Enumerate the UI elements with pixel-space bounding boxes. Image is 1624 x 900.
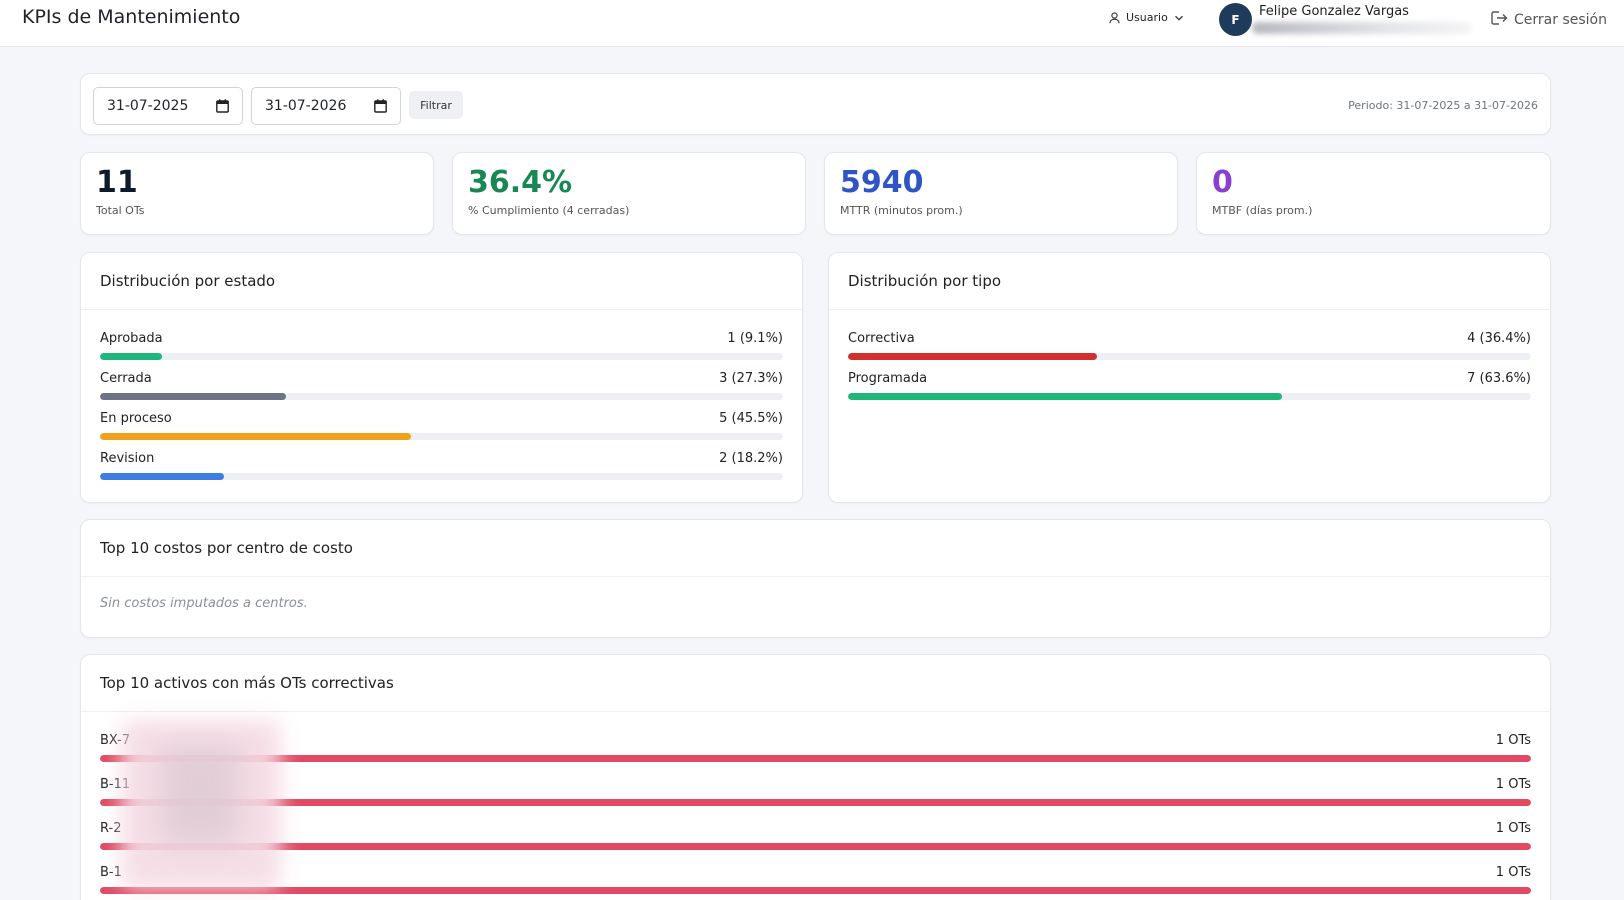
calendar-icon[interactable] <box>374 99 387 117</box>
bar-fill <box>100 393 287 400</box>
bar-track <box>100 799 1531 806</box>
bar-count: 3 (27.3%) <box>719 371 783 386</box>
bar-count: 1 OTs <box>1495 777 1531 792</box>
kpi-card-mtbf: 0 MTBF (días prom.) <box>1196 152 1551 235</box>
card-title: Distribución por tipo <box>848 272 1002 290</box>
bar-label: B-1 <box>100 865 122 880</box>
bar-label: Revision <box>100 451 155 466</box>
redaction-blur <box>160 745 240 845</box>
filter-card: 31-07-2025 31-07-2026 Filtrar Periodo: 3… <box>80 73 1551 135</box>
calendar-icon[interactable] <box>216 99 229 117</box>
user-icon <box>1109 11 1120 24</box>
empty-state-text: Sin costos imputados a centros. <box>100 596 308 611</box>
bar-fill <box>848 353 1097 360</box>
bar-fill <box>100 473 225 480</box>
bar-label: Aprobada <box>100 331 163 346</box>
bar-count: 5 (45.5%) <box>719 411 783 426</box>
tipo-card: Distribución por tipo Correctiva 4 (36.4… <box>828 252 1551 503</box>
logout-button[interactable]: Cerrar sesión <box>1490 10 1607 30</box>
tipo-row: Correctiva 4 (36.4%) <box>848 331 1531 363</box>
card-title: Distribución por estado <box>100 272 276 290</box>
kpi-value: 0 <box>1212 165 1233 200</box>
estado-card: Distribución por estado Aprobada 1 (9.1%… <box>80 252 803 503</box>
kpi-value: 11 <box>96 165 138 200</box>
card-title: Top 10 activos con más OTs correctivas <box>100 674 394 692</box>
bar-count: 2 (18.2%) <box>719 451 783 466</box>
bar-count: 7 (63.6%) <box>1467 371 1531 386</box>
activo-row: BX-7 1 OTs <box>100 733 1531 765</box>
role-label: Usuario <box>1126 11 1168 24</box>
estado-row: Aprobada 1 (9.1%) <box>100 331 783 363</box>
estado-row: En proceso 5 (45.5%) <box>100 411 783 443</box>
tipo-row: Programada 7 (63.6%) <box>848 371 1531 403</box>
bar-fill <box>100 843 1531 850</box>
estado-row: Cerrada 3 (27.3%) <box>100 371 783 403</box>
activo-row: B-11 1 OTs <box>100 777 1531 809</box>
bar-track <box>100 393 783 400</box>
bar-track <box>100 353 783 360</box>
bar-count: 4 (36.4%) <box>1467 331 1531 346</box>
bar-track <box>848 353 1531 360</box>
estado-row: Revision 2 (18.2%) <box>100 451 783 483</box>
date-to-value: 31-07-2026 <box>265 98 347 114</box>
card-title: Top 10 costos por centro de costo <box>100 539 353 557</box>
divider <box>81 309 802 310</box>
date-to-input[interactable]: 31-07-2026 <box>251 87 401 125</box>
kpi-label: % Cumplimiento (4 cerradas) <box>468 204 630 217</box>
kpi-label: MTTR (minutos prom.) <box>840 204 963 217</box>
activo-row: R-2 1 OTs <box>100 821 1531 853</box>
kpi-card-total: 11 Total OTs <box>80 152 434 235</box>
bar-count: 1 (9.1%) <box>727 331 783 346</box>
bar-count: 1 OTs <box>1495 821 1531 836</box>
redacted-user-subtitle <box>1252 22 1472 34</box>
divider <box>829 309 1550 310</box>
bar-fill <box>100 887 1531 894</box>
top-navbar: KPIs de Mantenimiento Usuario F Felipe G… <box>0 0 1624 47</box>
app-title: KPIs de Mantenimiento <box>22 6 241 28</box>
date-from-value: 31-07-2025 <box>107 98 189 114</box>
bar-fill <box>100 799 1531 806</box>
bar-track <box>100 755 1531 762</box>
bar-fill <box>848 393 1283 400</box>
kpi-value: 5940 <box>840 165 924 200</box>
kpi-label: MTBF (días prom.) <box>1212 204 1313 217</box>
divider <box>81 576 1550 577</box>
kpi-card-mttr: 5940 MTTR (minutos prom.) <box>824 152 1178 235</box>
activos-card: Top 10 activos con más OTs correctivas B… <box>80 654 1551 900</box>
divider <box>81 711 1550 712</box>
logout-icon <box>1490 10 1508 30</box>
user-name: Felipe Gonzalez Vargas <box>1259 4 1409 19</box>
avatar[interactable]: F <box>1219 3 1252 36</box>
kpi-label: Total OTs <box>96 204 145 217</box>
bar-label: En proceso <box>100 411 172 426</box>
bar-track <box>100 473 783 480</box>
bar-count: 1 OTs <box>1495 733 1531 748</box>
bar-label: Cerrada <box>100 371 152 386</box>
date-from-input[interactable]: 31-07-2025 <box>93 87 243 125</box>
bar-track <box>100 433 783 440</box>
bar-label: Programada <box>848 371 928 386</box>
kpi-card-cumplimiento: 36.4% % Cumplimiento (4 cerradas) <box>452 152 806 235</box>
bar-fill <box>100 755 1531 762</box>
filter-button[interactable]: Filtrar <box>409 91 463 119</box>
logout-label: Cerrar sesión <box>1514 12 1607 28</box>
kpi-value: 36.4% <box>468 165 573 200</box>
bar-track <box>100 843 1531 850</box>
bar-track <box>848 393 1531 400</box>
bar-count: 1 OTs <box>1495 865 1531 880</box>
bar-track <box>100 887 1531 894</box>
costos-card: Top 10 costos por centro de costo Sin co… <box>80 519 1551 638</box>
bar-fill <box>100 433 411 440</box>
bar-label: R-2 <box>100 821 122 836</box>
bar-label: Correctiva <box>848 331 915 346</box>
bar-fill <box>100 353 163 360</box>
activo-row: B-1 1 OTs <box>100 865 1531 897</box>
role-dropdown[interactable]: Usuario <box>1109 11 1184 24</box>
chevron-down-icon <box>1174 14 1184 22</box>
period-text: Periodo: 31-07-2025 a 31-07-2026 <box>1348 99 1538 112</box>
